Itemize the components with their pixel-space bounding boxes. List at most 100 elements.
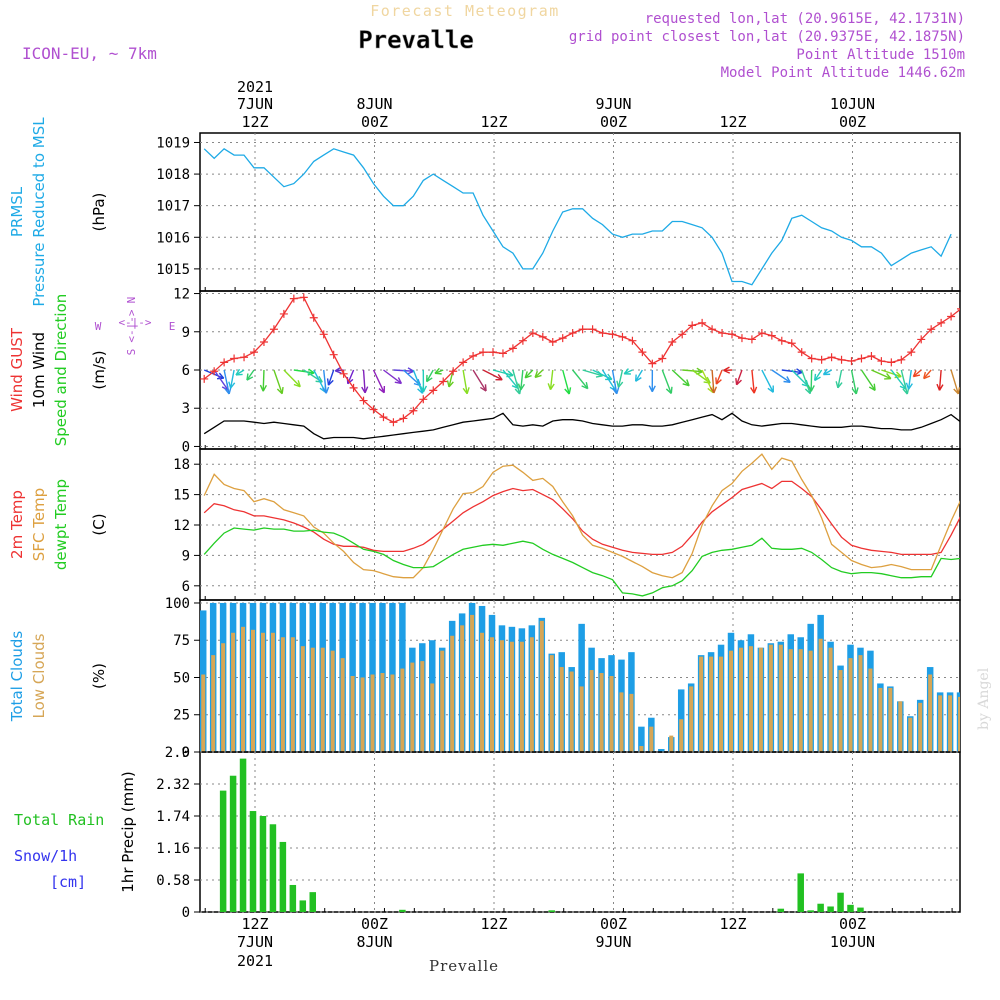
gust-marker bbox=[259, 337, 268, 346]
wind-arrow-head bbox=[807, 385, 815, 392]
wind-arrow bbox=[372, 369, 385, 393]
clouds-bar bbox=[360, 677, 365, 752]
clouds-bar bbox=[460, 625, 465, 752]
wind-arrow bbox=[293, 369, 315, 374]
temperature-ytick-label: 15 bbox=[173, 488, 190, 504]
wind-arrow-head bbox=[524, 371, 532, 379]
gust-marker bbox=[329, 350, 338, 359]
gust-marker bbox=[827, 353, 836, 362]
wind-title-2: Speed and Direction bbox=[52, 294, 70, 447]
clouds-title-0: Total Clouds bbox=[8, 631, 26, 723]
compass-s: S bbox=[125, 349, 138, 356]
precipitation-title-2: [cm] bbox=[50, 873, 86, 891]
compass-vert: <-|-> bbox=[125, 309, 138, 342]
gust-marker bbox=[867, 351, 876, 360]
clouds-bar bbox=[350, 676, 355, 752]
bottom-hour-label: 00Z bbox=[361, 915, 388, 933]
clouds-bar bbox=[609, 676, 614, 752]
gust-marker bbox=[807, 354, 816, 363]
clouds-bar bbox=[430, 683, 435, 752]
wind-arrow bbox=[327, 369, 335, 386]
top-hour-label: 12Z bbox=[719, 113, 746, 131]
clouds-bar bbox=[221, 643, 226, 752]
wind-arrow bbox=[492, 369, 514, 377]
clouds-bar bbox=[649, 726, 654, 752]
wind-arrow-head bbox=[394, 377, 403, 385]
wind-arrow-head bbox=[970, 381, 976, 387]
bottom-date-label: 10JUN bbox=[830, 933, 875, 951]
bottom-hour-label: 00Z bbox=[600, 915, 627, 933]
wind-arrow bbox=[482, 369, 503, 381]
panel-temperature: 6 9 12 15 18 (C) 2m Temp SFC Temp dewpt Temp bbox=[8, 448, 961, 601]
gust-marker bbox=[319, 330, 328, 339]
gust-marker bbox=[409, 406, 418, 415]
gust-marker bbox=[917, 335, 926, 344]
wind-arrow bbox=[273, 369, 283, 394]
model-label: ICON-EU, ~ 7km bbox=[22, 44, 157, 63]
gust-marker bbox=[399, 414, 408, 423]
wind-arrow bbox=[791, 369, 809, 387]
clouds-bar bbox=[201, 674, 206, 752]
gust-marker bbox=[449, 367, 458, 376]
top-date-label: 9JUN bbox=[595, 95, 631, 113]
wind-line-wind-gust bbox=[203, 296, 960, 423]
gust-marker bbox=[927, 325, 936, 334]
gust-marker bbox=[817, 355, 826, 364]
wind-arrow bbox=[402, 369, 421, 386]
chart-panels: 1015 1016 1017 1018 1019 (hPa) PRMSL Pressure R… bbox=[8, 117, 991, 921]
wind-arrow-head bbox=[462, 387, 470, 395]
wind-arrow bbox=[923, 369, 932, 380]
top-date-label: 8JUN bbox=[356, 95, 392, 113]
wind-arrow bbox=[235, 369, 245, 376]
gust-marker bbox=[359, 396, 368, 405]
clouds-bar bbox=[968, 697, 972, 752]
gust-marker bbox=[977, 321, 985, 329]
wind-ytick-label: 6 bbox=[182, 363, 190, 379]
gust-marker bbox=[230, 354, 239, 363]
temperature-frame bbox=[199, 448, 961, 601]
wind-arrow-head bbox=[315, 375, 323, 383]
precipitation-bar bbox=[399, 909, 406, 912]
gust-marker bbox=[459, 358, 468, 367]
wind-arrow bbox=[850, 369, 857, 395]
clouds-bar bbox=[699, 656, 704, 752]
gust-marker bbox=[698, 318, 707, 327]
gust-marker bbox=[757, 329, 766, 338]
wind-arrow-head bbox=[835, 381, 843, 389]
clouds-bar bbox=[748, 646, 753, 752]
temperature-ylabel: (C) bbox=[90, 513, 108, 535]
panel-pressure: 1015 1016 1017 1018 1019 (hPa) PRMSL Pressure R… bbox=[8, 117, 961, 307]
clouds-bar bbox=[519, 641, 524, 752]
wind-arrow bbox=[283, 369, 301, 388]
precipitation-frame bbox=[199, 751, 961, 913]
precipitation-bar bbox=[807, 910, 814, 912]
clouds-bar bbox=[450, 635, 455, 752]
wind-arrow-head bbox=[682, 379, 690, 387]
wind-title-0: Wind GUST bbox=[8, 327, 26, 412]
wind-arrow bbox=[472, 369, 487, 392]
wind-arrow bbox=[860, 369, 876, 391]
temperature-ytick-label: 9 bbox=[182, 548, 190, 564]
gust-marker bbox=[498, 349, 507, 358]
precipitation-ytick-label: 2.32 bbox=[156, 777, 190, 793]
pressure-frame bbox=[199, 132, 961, 292]
top-date-label: 10JUN bbox=[830, 95, 875, 113]
gust-marker bbox=[369, 405, 378, 414]
wind-arrow-head bbox=[534, 370, 542, 379]
wind-arrow-head bbox=[894, 371, 902, 379]
gust-marker bbox=[200, 374, 209, 383]
wind-arrow bbox=[971, 370, 991, 375]
clouds-bar bbox=[490, 637, 495, 752]
requested-coords: requested lon,lat (20.9615E, 42.1731N) bbox=[645, 11, 965, 27]
wind-arrow bbox=[362, 369, 366, 393]
clouds-bar bbox=[719, 656, 724, 752]
clouds-bar bbox=[330, 650, 335, 752]
clouds-bar bbox=[499, 640, 504, 752]
gust-marker bbox=[668, 337, 677, 346]
precipitation-title-0: Total Rain bbox=[14, 811, 104, 829]
temperature-ytick-label: 12 bbox=[173, 518, 190, 534]
wind-arrow bbox=[961, 370, 977, 388]
wind-arrow-head bbox=[293, 380, 301, 388]
clouds-bar bbox=[539, 620, 544, 752]
